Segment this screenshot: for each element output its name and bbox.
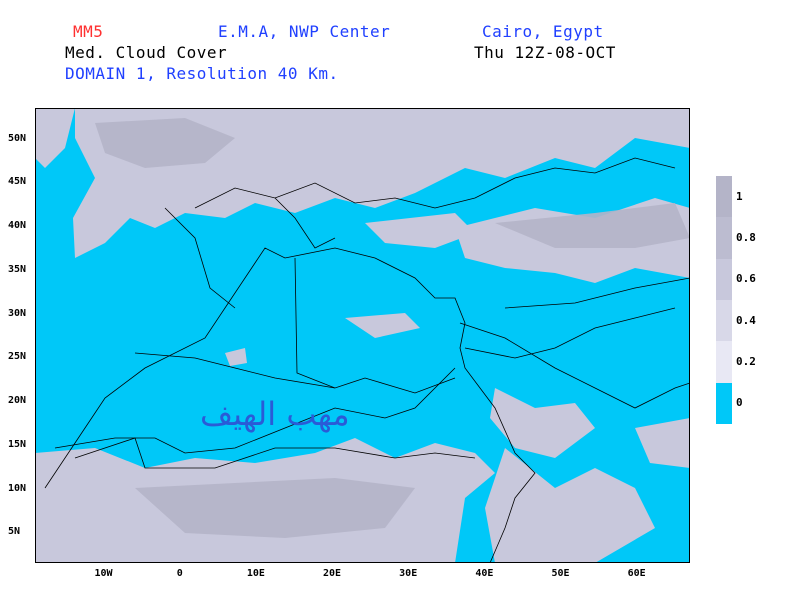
lon-label: 30E [399,568,418,579]
lat-label: 15N [8,438,27,450]
lat-label: 45N [8,176,27,188]
lat-label: 25N [8,351,27,363]
colorbar-label: 0.4 [736,313,756,327]
lat-label: 20N [8,395,27,407]
domain-label: DOMAIN 1, Resolution 40 Km. [65,64,339,83]
lon-label: 0 [176,568,183,579]
coastlines-borders [44,157,690,563]
lon-label: 40E [475,568,494,579]
lon-label: 50E [551,568,570,579]
lat-label: 40N [8,220,27,232]
lon-label: 10E [246,568,265,579]
colorbar-segment [716,300,732,342]
dense-cloud [95,118,690,538]
map-frame [35,108,690,563]
organization-label: E.M.A, NWP Center [218,22,391,41]
valid-time: Thu 12Z-08-OCT [474,43,616,62]
colorbar-segment [716,217,732,259]
lon-label: 60E [627,568,646,579]
colorbar-label: 1 [736,189,743,203]
colorbar-label: 0.2 [736,355,756,368]
colorbar-label: 0 [736,396,743,410]
colorbar-segment [716,382,732,424]
colorbar-label: 0.6 [736,272,756,286]
location-label: Cairo, Egypt [482,22,604,41]
lat-label: 35N [8,263,27,275]
model-name: MM5 [73,22,104,41]
lon-label: 20E [323,568,342,579]
colorbar-segment [716,176,732,218]
colorbar-segment [716,258,732,300]
colorbar-label: 0.8 [736,231,756,244]
cloud-cover-map [35,108,690,563]
watermark-text: مهب الهيف [200,395,350,433]
lat-label: 5N [8,526,21,538]
colorbar-segment [716,341,732,383]
colorbar [716,176,732,424]
field-title: Med. Cloud Cover [65,43,228,62]
lat-label: 50N [8,132,27,144]
lat-label: 10N [8,482,27,494]
lat-label: 30N [8,307,27,319]
lon-label: 10W [94,568,113,579]
